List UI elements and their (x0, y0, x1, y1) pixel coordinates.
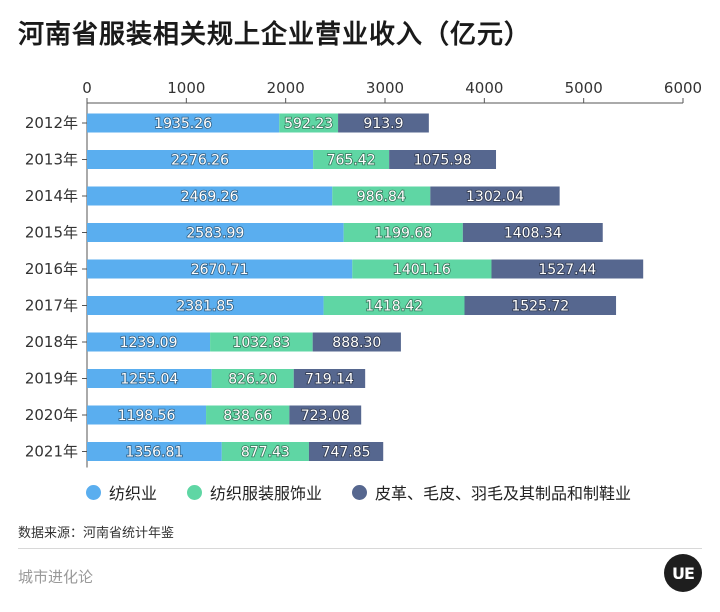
legend-item: 纺织业 (86, 480, 157, 504)
bar-value-label: 1198.56 (118, 408, 176, 424)
x-tick-label: 6000 (664, 79, 702, 97)
bar-value-label: 2276.26 (171, 153, 229, 169)
bar-segment (430, 186, 560, 206)
bar-value-label: 1356.81 (125, 445, 183, 461)
x-tick-label: 1000 (167, 79, 205, 97)
legend-label: 纺织服装服饰业 (210, 484, 323, 503)
bar-value-label: 913.9 (363, 116, 403, 132)
bar-value-label: 838.66 (223, 408, 272, 424)
legend: 纺织业 纺织服装服饰业 皮革、毛皮、羽毛及其制品和制鞋业 (86, 480, 631, 504)
bar-value-label: 2670.71 (191, 262, 249, 278)
bar-segment (313, 150, 390, 169)
category-label: 2015年 (25, 224, 78, 242)
stacked-bar-chart: 0 1000 2000 3000 4000 5000 6000 2012年 1935.26 592… (25, 79, 702, 468)
bar-segment (211, 369, 294, 388)
bar-segment (87, 405, 207, 425)
bar-segment (279, 113, 339, 133)
bar-value-label: 592.23 (284, 116, 333, 132)
bar-segment (87, 223, 344, 242)
bar-segment (206, 405, 290, 425)
bar-value-label: 1239.09 (120, 335, 178, 351)
bar-segment (464, 296, 617, 315)
legend-label: 纺织业 (109, 484, 158, 503)
bar-value-label: 1525.72 (511, 299, 569, 315)
legend-item: 纺织服装服饰业 (187, 480, 322, 504)
x-tick-label: 2000 (267, 79, 305, 97)
category-label: 2019年 (25, 370, 78, 388)
bar-segment (87, 259, 353, 279)
x-tick-label: 5000 (565, 79, 603, 97)
bar-segment (332, 186, 431, 206)
bar-value-label: 1075.98 (414, 153, 472, 169)
brand-name: 城市进化论 (18, 568, 94, 586)
bar-value-label: 765.42 (327, 153, 376, 169)
bar-segment (338, 113, 429, 133)
bar-segment (343, 223, 463, 242)
bar-value-label: 1302.04 (466, 189, 524, 205)
data-source-note: 数据来源：河南省统计年鉴 (18, 526, 175, 541)
bar-segment (323, 296, 465, 315)
bar-segment (87, 442, 222, 461)
bar-segment (308, 442, 384, 461)
legend-swatch (352, 484, 368, 500)
bar-value-label: 1527.44 (538, 262, 596, 278)
bar-value-label: 1408.34 (504, 226, 562, 242)
bar-value-label: 888.30 (332, 335, 381, 351)
category-label: 2021年 (25, 443, 78, 461)
bar-value-label: 1935.26 (154, 116, 212, 132)
footer-divider (18, 548, 702, 549)
legend-swatch (187, 484, 203, 500)
bar-value-label: 747.85 (322, 445, 371, 461)
x-tick-label: 4000 (465, 79, 503, 97)
bar-value-label: 2583.99 (186, 226, 244, 242)
bar-value-label: 1418.42 (365, 299, 423, 315)
category-label: 2017年 (25, 297, 78, 315)
legend-swatch (86, 484, 101, 500)
bar-segment (221, 442, 309, 461)
legend-label: 皮革、毛皮、羽毛及其制品和制鞋业 (375, 484, 632, 503)
bar-segment (462, 223, 603, 242)
chart-title: 河南省服装相关规上企业营业收入（亿元） (18, 20, 532, 50)
bar-value-label: 719.14 (305, 372, 354, 388)
brand-logo-icon: UE (664, 554, 702, 592)
bar-segment (87, 150, 314, 169)
category-label: 2016年 (25, 260, 78, 278)
category-label: 2018年 (25, 333, 78, 351)
bar-value-label: 1199.68 (374, 226, 432, 242)
category-label: 2013年 (25, 151, 78, 169)
bar-segment (293, 369, 366, 388)
bar-value-label: 1032.83 (232, 335, 290, 351)
bar-value-label: 2381.85 (176, 299, 234, 315)
bar-value-label: 877.43 (241, 445, 290, 461)
bar-segment (87, 186, 333, 206)
bar-value-label: 826.20 (228, 372, 277, 388)
bar-segment (87, 332, 211, 352)
bar-segment (352, 259, 492, 279)
bar-segment (389, 150, 497, 169)
bar-segment (289, 405, 362, 425)
bar-segment (87, 113, 280, 133)
bar-value-label: 723.08 (301, 408, 350, 424)
category-label: 2014年 (25, 187, 78, 205)
bar-segment (87, 369, 212, 388)
bar-value-label: 1401.16 (393, 262, 451, 278)
x-tick-label: 0 (82, 79, 92, 97)
bar-value-label: 2469.26 (181, 189, 239, 205)
x-tick-label: 3000 (366, 79, 404, 97)
legend-item: 皮革、毛皮、羽毛及其制品和制鞋业 (352, 480, 631, 504)
bar-segment (491, 259, 644, 279)
bar-segment (87, 296, 324, 315)
category-label: 2020年 (25, 406, 78, 424)
bar-value-label: 1255.04 (120, 372, 178, 388)
bar-value-label: 986.84 (357, 189, 406, 205)
category-label: 2012年 (25, 114, 78, 132)
bar-segment (210, 332, 313, 352)
bar-segment (312, 332, 401, 352)
